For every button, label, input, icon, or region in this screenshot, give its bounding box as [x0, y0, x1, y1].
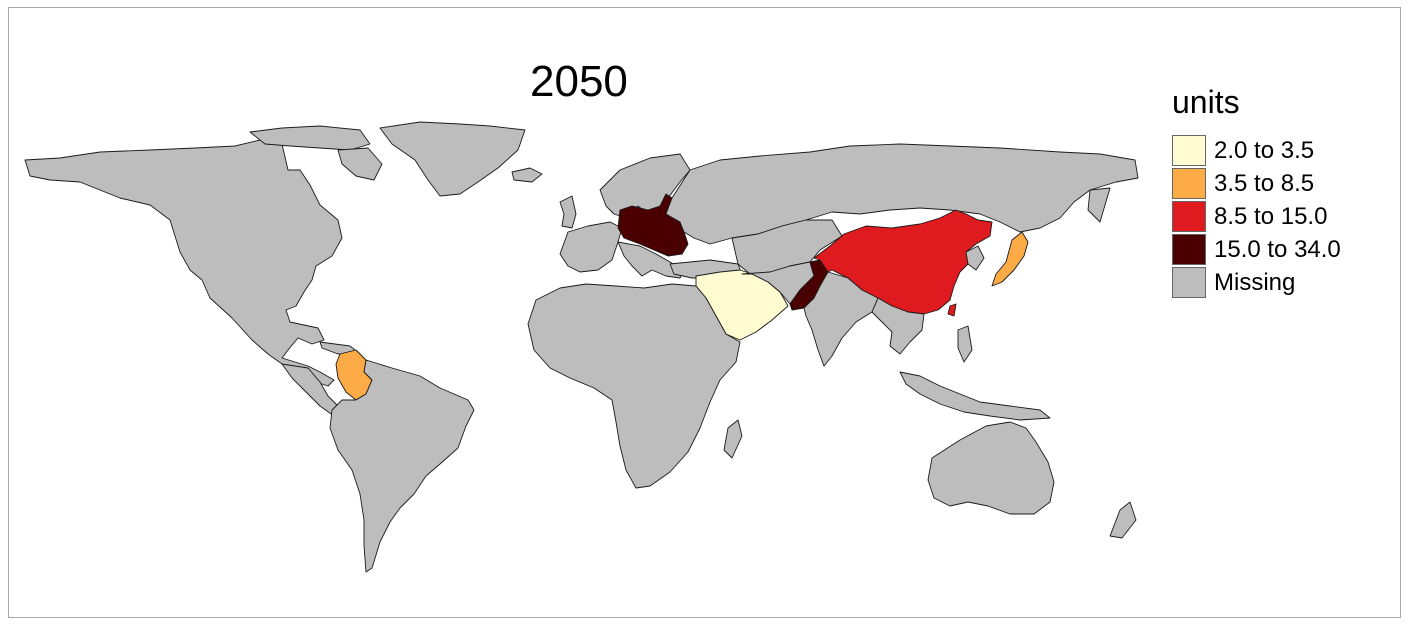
- legend-item: 2.0 to 3.5: [1172, 134, 1341, 167]
- kamchatka: [1087, 187, 1111, 223]
- map-legend: units 2.0 to 3.5 3.5 to 8.5 8.5 to 15.0 …: [1172, 86, 1341, 299]
- united-kingdom: [559, 195, 577, 229]
- legend-item: 15.0 to 34.0: [1172, 233, 1341, 266]
- madagascar: [723, 419, 743, 459]
- southeast-asia: [871, 297, 925, 355]
- legend-label: 8.5 to 15.0: [1214, 202, 1328, 230]
- japan: [991, 231, 1029, 287]
- legend-item: 3.5 to 8.5: [1172, 167, 1341, 200]
- legend-swatch: [1172, 168, 1206, 199]
- new-zealand: [1109, 501, 1137, 539]
- legend-item: Missing: [1172, 266, 1341, 299]
- legend-swatch: [1172, 201, 1206, 232]
- legend-label: 15.0 to 34.0: [1214, 235, 1341, 263]
- southern-europe: [617, 241, 685, 279]
- legend-label: Missing: [1214, 268, 1296, 296]
- baffin-island: [337, 147, 383, 181]
- greenland: [379, 121, 526, 197]
- legend-label: 3.5 to 8.5: [1214, 169, 1315, 197]
- taiwan: [947, 303, 957, 317]
- legend-swatch: [1172, 135, 1206, 166]
- iceland: [511, 167, 543, 183]
- russia: [665, 143, 1139, 245]
- central-america: [281, 363, 341, 417]
- legend-swatch: [1172, 234, 1206, 265]
- western-europe: [559, 221, 623, 273]
- map-title: 2050: [530, 57, 628, 106]
- indonesia: [899, 371, 1051, 421]
- south-america: [329, 359, 475, 573]
- africa: [527, 283, 741, 489]
- korea: [965, 245, 985, 271]
- legend-label: 2.0 to 3.5: [1214, 136, 1315, 164]
- australia: [927, 421, 1055, 515]
- legend-swatch: [1172, 267, 1206, 298]
- india: [803, 271, 879, 367]
- arctic-islands: [249, 125, 371, 151]
- world-map: [24, 121, 1139, 573]
- north-america: [24, 139, 343, 387]
- legend-title: units: [1172, 84, 1240, 120]
- philippines: [957, 325, 973, 363]
- legend-item: 8.5 to 15.0: [1172, 200, 1341, 233]
